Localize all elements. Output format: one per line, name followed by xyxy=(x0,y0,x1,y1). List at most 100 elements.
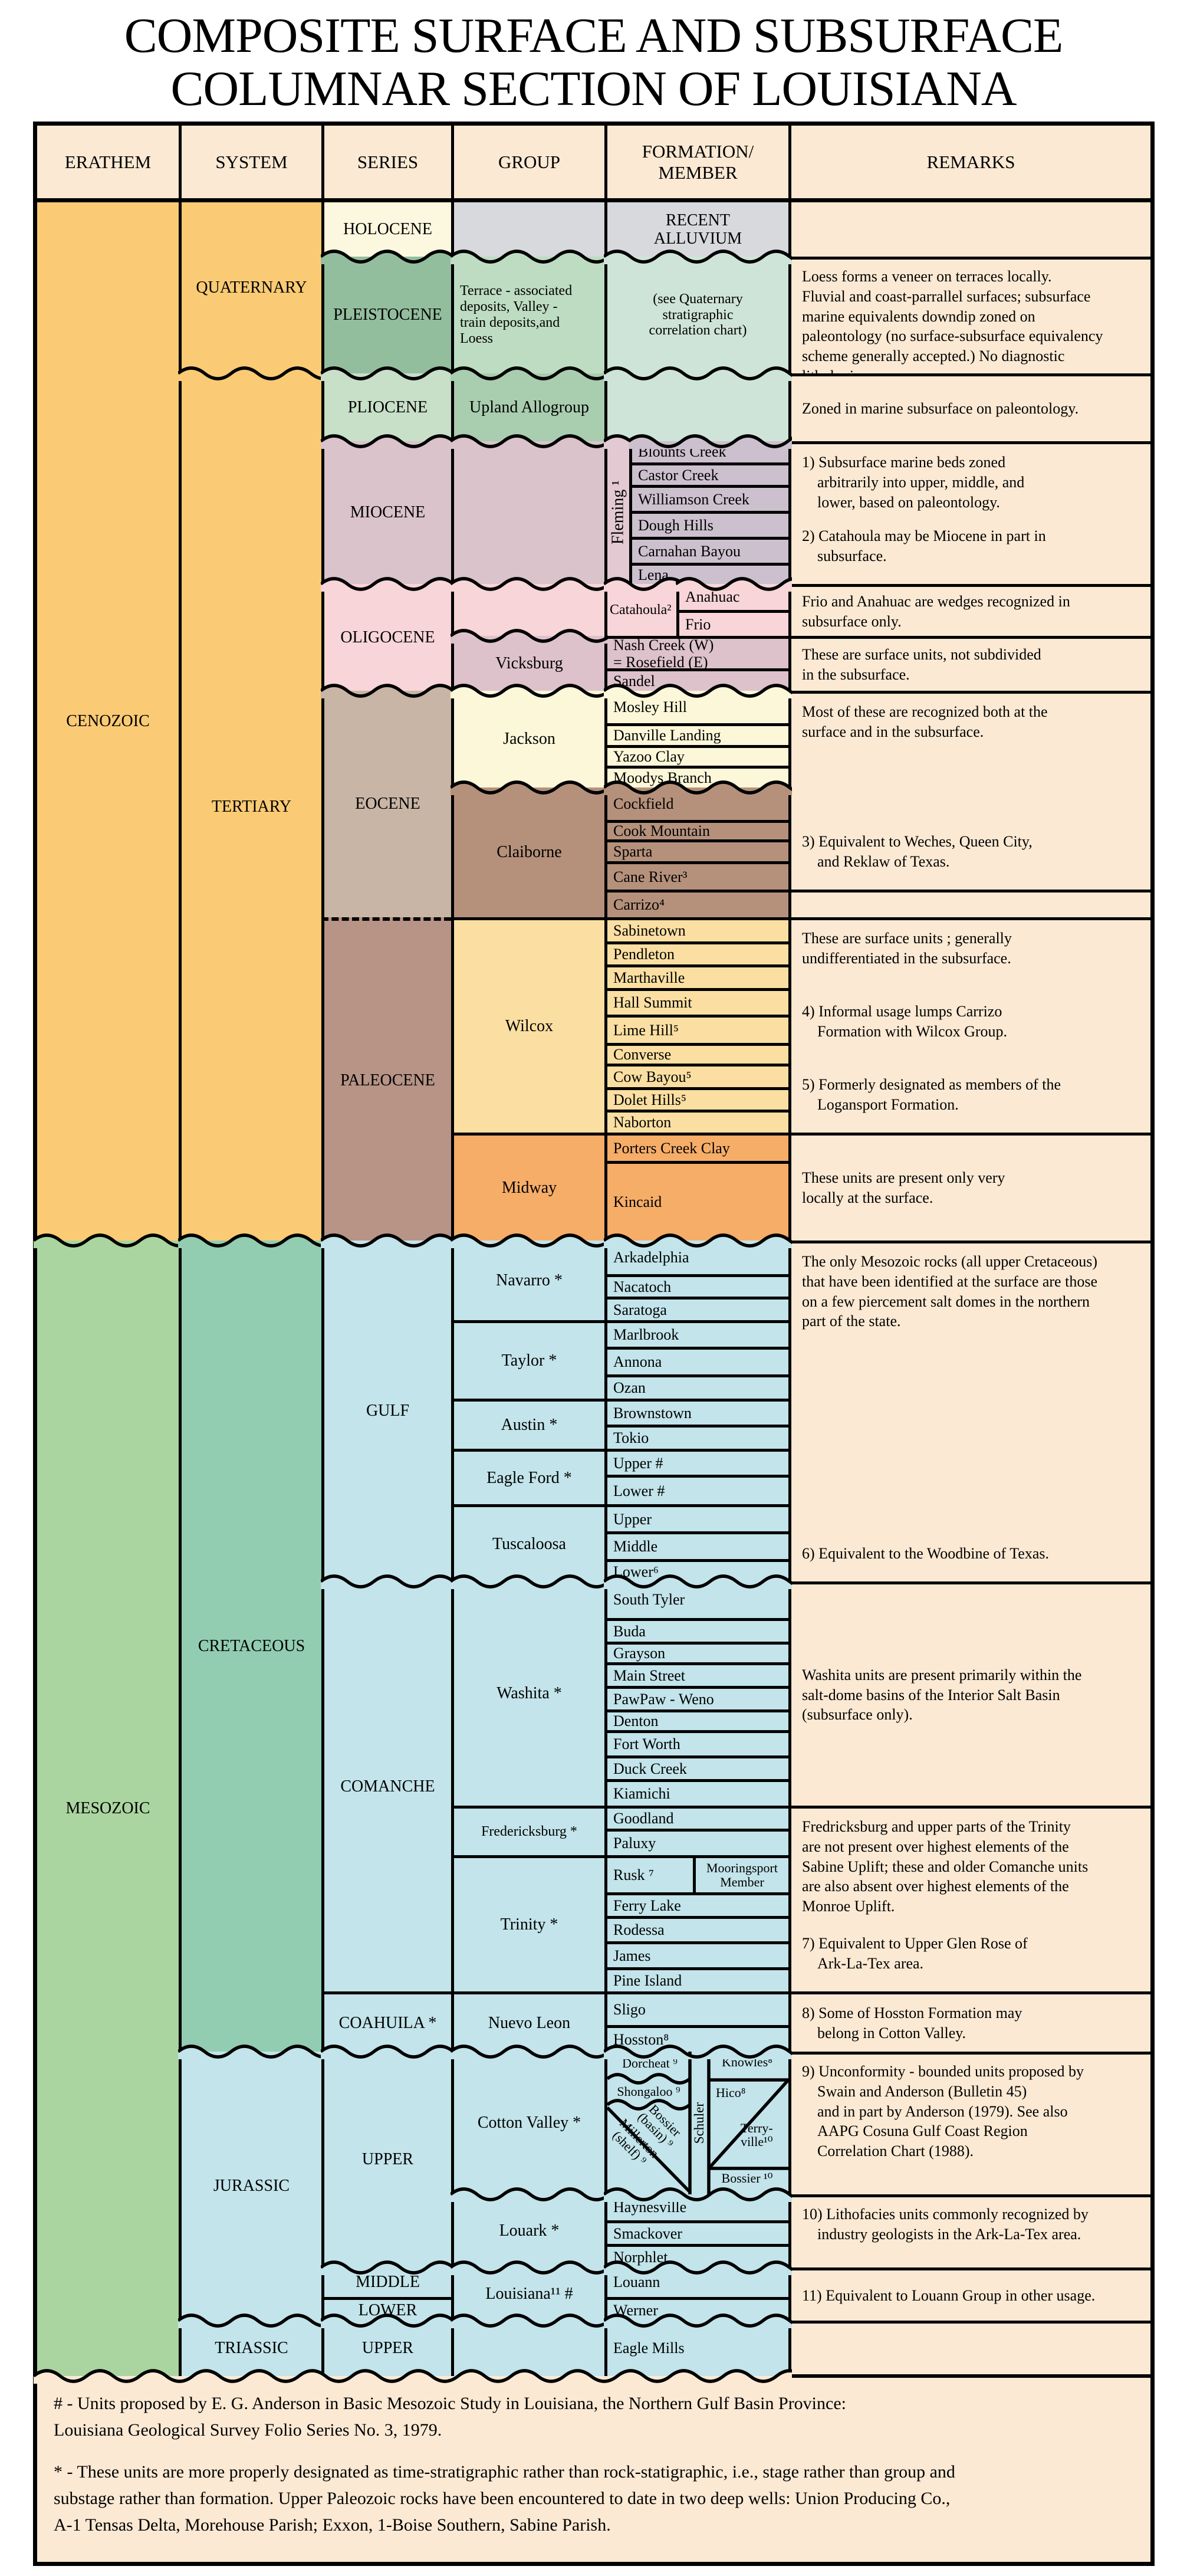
group-oligocene-blank xyxy=(451,577,608,636)
formation-cow-bayou: Cow Bayou⁵ xyxy=(604,1064,788,1087)
formation-eagle-mills: Eagle Mills xyxy=(604,2314,792,2376)
formation-pendleton: Pendleton xyxy=(604,941,788,964)
group-holocene-blank xyxy=(451,202,604,257)
formation-bossier: Bossier ¹⁰ xyxy=(721,2171,773,2186)
formation-pliocene-blank xyxy=(604,366,792,441)
formation-fort-worth: Fort Worth xyxy=(604,1730,788,1755)
title-line2: COLUMNAR SECTION OF LOUISIANA xyxy=(170,61,1017,116)
group-midway: Midway xyxy=(451,1133,604,1241)
formation-brownstown: Brownstown xyxy=(604,1399,788,1425)
remark-blank-holocene xyxy=(788,202,1150,257)
series-comanche: COMANCHE xyxy=(321,1574,455,1991)
formation-buda: Buda xyxy=(604,1618,788,1642)
formation-anahuac: Anahuac xyxy=(676,577,792,610)
remark-wilcox: These are surface units ; generally undi… xyxy=(788,917,1150,1133)
formation-haynesville: Haynesville xyxy=(604,2187,792,2220)
series-paleocene: PALEOCENE xyxy=(321,917,451,1241)
system-tertiary: TERTIARY xyxy=(178,366,325,1241)
erathem-cenozoic: CENOZOIC xyxy=(37,202,179,1241)
formation-ferry-lake: Ferry Lake xyxy=(604,1892,788,1916)
strat-table: ERATHEM SYSTEM SERIES GROUP FORMATION/ M… xyxy=(33,122,1155,2566)
group-eagle-ford: Eagle Ford * xyxy=(451,1449,604,1504)
formation-rusk: Rusk ⁷ xyxy=(607,1858,696,1892)
formation-sligo: Sligo xyxy=(604,1991,788,2025)
group-washita: Washita * xyxy=(451,1574,608,1806)
footnote-star: * - These units are more properly design… xyxy=(54,2462,955,2535)
footnote-area: # - Units proposed by E. G. Anderson in … xyxy=(34,2369,1150,2562)
title-line1: COMPOSITE SURFACE AND SUBSURFACE xyxy=(124,8,1064,63)
formation-lena: Lena xyxy=(632,563,788,584)
formation-dolet-hills: Dolet Hills⁵ xyxy=(604,1087,788,1110)
remark-note3: 3) Equivalent to Weches, Queen City, and… xyxy=(802,833,1033,871)
formation-cotton-valley-complex: Dorcheat ⁹ Shongaloo ⁹ Bossier (basin) ⁹… xyxy=(604,2045,792,2194)
group-miocene-blank xyxy=(451,434,608,584)
formation-rusk-row: Rusk ⁷ Mooringsport Member xyxy=(604,1855,788,1892)
group-tuscaloosa: Tuscaloosa xyxy=(451,1504,604,1581)
formation-williamson-creek: Williamson Creek xyxy=(632,485,788,511)
series-coahuila: COAHUILA * xyxy=(321,1991,451,2052)
group-jackson: Jackson xyxy=(451,684,608,787)
formation-arkadelphia: Arkadelphia xyxy=(604,1233,792,1274)
group-cotton-valley: Cotton Valley * xyxy=(451,2045,608,2194)
formation-lower-eagle-ford: Lower # xyxy=(604,1475,788,1504)
remark-recognized: Most of these are recognized both at the… xyxy=(802,703,1048,740)
formation-lower-tuscaloosa: Lower⁶ xyxy=(604,1559,788,1581)
group-austin: Austin * xyxy=(451,1399,604,1449)
formation-annona: Annona xyxy=(604,1347,788,1374)
formation-paluxy: Paluxy xyxy=(604,1829,788,1855)
formation-rodessa: Rodessa xyxy=(604,1916,788,1941)
formation-kiamichi: Kiamichi xyxy=(604,1779,788,1806)
group-louisiana: Louisiana¹¹ # xyxy=(451,2260,608,2321)
remark-washita: Washita units are present primarily with… xyxy=(788,1581,1150,1806)
formation-upper-eagle-ford: Upper # xyxy=(604,1449,788,1475)
group-taylor: Taylor * xyxy=(451,1320,604,1399)
formation-mosley-hill: Mosley Hill xyxy=(604,684,792,723)
group-louark: Louark * xyxy=(451,2187,608,2267)
bottom-unconformity-wave xyxy=(34,2369,792,2384)
formation-cook-mountain: Cook Mountain xyxy=(604,820,788,839)
formation-nash-creek-rosefield: Nash Creek (W) = Rosefield (E) xyxy=(604,636,788,671)
formation-see-quaternary-note: (see Quaternary stratigraphic correlatio… xyxy=(604,250,792,373)
group-vicksburg: Vicksburg xyxy=(451,629,608,691)
remark-miocene: 1) Subsurface marine beds zoned arbitrar… xyxy=(788,441,1150,584)
remark-note2: 2) Catahoula may be Miocene in part in s… xyxy=(802,527,1046,565)
series-pleistocene: PLEISTOCENE xyxy=(321,250,455,373)
formation-pawpaw-weno: PawPaw - Weno xyxy=(604,1686,788,1709)
erathem-mesozoic: MESOZOIC xyxy=(34,1233,182,2376)
system-jurassic: JURASSIC xyxy=(178,2045,325,2321)
formation-grayson: Grayson xyxy=(604,1642,788,1662)
header-group: GROUP xyxy=(451,126,604,198)
series-miocene: MIOCENE xyxy=(321,434,455,584)
group-claiborne: Claiborne xyxy=(451,780,608,917)
formation-main-street: Main Street xyxy=(604,1662,788,1686)
remark-note9: 9) Unconformity - bounded units proposed… xyxy=(788,2052,1150,2194)
remark-loess: Loess forms a veneer on terraces locally… xyxy=(788,257,1150,385)
series-eocene: EOCENE xyxy=(321,684,455,917)
formation-castor-creek: Castor Creek xyxy=(632,462,788,485)
formation-tokio: Tokio xyxy=(604,1425,788,1449)
formation-shongaloo: Shongaloo ⁹ xyxy=(617,2084,680,2099)
formation-porters-creek-clay: Porters Creek Clay xyxy=(604,1133,788,1161)
formation-dorcheat: Dorcheat ⁹ xyxy=(622,2056,678,2070)
formation-denton: Denton xyxy=(604,1709,788,1730)
remark-note11: 11) Equivalent to Louann Group in other … xyxy=(788,2267,1150,2321)
remark-vicksburg: These are surface units, not subdivided … xyxy=(788,636,1150,691)
formation-goodland: Goodland xyxy=(604,1806,788,1829)
group-trinity: Trinity * xyxy=(451,1855,604,1991)
formation-marlbrook: Marlbrook xyxy=(604,1320,788,1347)
remark-note6: 6) Equivalent to the Woodbine of Texas. xyxy=(802,1545,1049,1563)
remark-jackson-claiborne: Most of these are recognized both at the… xyxy=(788,691,1150,890)
formation-dough-hills: Dough Hills xyxy=(632,511,788,537)
formation-duck-creek: Duck Creek xyxy=(604,1755,788,1779)
series-upper-triassic: UPPER xyxy=(321,2314,455,2376)
group-navarro: Navarro * xyxy=(451,1233,608,1320)
system-cretaceous: CRETACEOUS xyxy=(178,1233,325,2052)
formation-yazoo-clay: Yazoo Clay xyxy=(604,745,788,766)
formation-norphlet: Norphlet xyxy=(604,2244,788,2267)
formation-louann: Louann xyxy=(604,2260,792,2297)
formation-sabinetown: Sabinetown xyxy=(604,917,788,941)
remark-note1: 1) Subsurface marine beds zoned arbitrar… xyxy=(802,454,1025,511)
remark-blank-triassic xyxy=(788,2321,1150,2376)
formation-schuler: Schuler xyxy=(691,2102,706,2144)
series-middle-jurassic: MIDDLE xyxy=(321,2260,455,2297)
